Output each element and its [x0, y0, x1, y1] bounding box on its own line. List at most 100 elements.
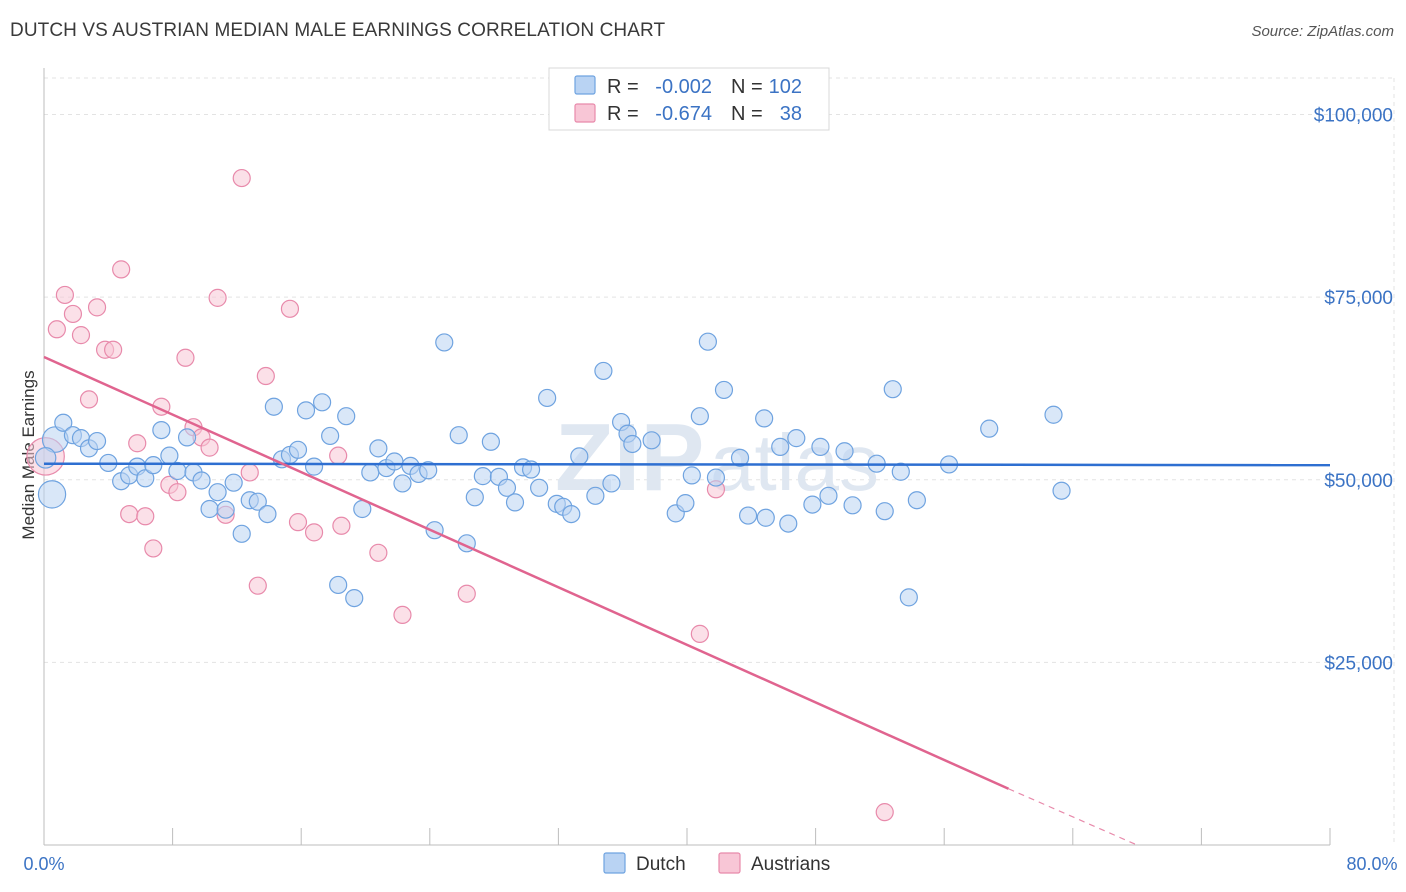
series-legend: Dutch Austrians — [603, 852, 830, 875]
dutch-point-51 — [465, 488, 484, 507]
austrians-point-5 — [79, 390, 99, 409]
legend-n-value-austrians: 38 — [780, 103, 802, 125]
austrians-point-2 — [55, 285, 74, 305]
dutch-point-40 — [369, 439, 388, 458]
austrians-point-3 — [63, 304, 83, 324]
dutch-point-75 — [690, 407, 709, 426]
dutch-point-66 — [594, 361, 613, 381]
dutch-point-34 — [321, 426, 340, 446]
dutch-point-83 — [771, 437, 790, 456]
dutch-point-59 — [530, 478, 549, 497]
austrians-point-16 — [168, 483, 187, 502]
dutch-point-32 — [304, 457, 324, 476]
dutch-point-70 — [623, 434, 642, 454]
austrians-point-28 — [288, 513, 308, 532]
dutch-point-20 — [208, 483, 227, 502]
dutch-point-16 — [177, 428, 197, 447]
trend-lines — [43, 355, 1331, 846]
austrians-point-20 — [200, 438, 219, 457]
bottom-legend-label-austrians: Austrians — [751, 854, 830, 875]
chart-title: DUTCH VS AUSTRIAN MEDIAN MALE EARNINGS C… — [10, 20, 666, 41]
legend-n-label-austrians: N = — [731, 103, 763, 125]
dutch-point-55 — [497, 478, 517, 497]
dutch-point-98 — [980, 419, 999, 438]
y-tick-labels: $25,000 $50,000 $75,000 $100,000 — [1314, 106, 1393, 675]
dutch-point-95 — [899, 588, 918, 607]
dutch-point-96 — [907, 491, 926, 510]
dutch-point-94 — [891, 462, 910, 481]
dutch-point-26 — [258, 504, 277, 524]
dutch-point-53 — [481, 432, 500, 451]
dutch-point-63 — [562, 504, 581, 524]
austrians-point-13 — [144, 539, 163, 558]
dutch-point-82 — [756, 508, 775, 527]
dutch-point-13 — [152, 420, 171, 440]
dutch-point-56 — [505, 493, 525, 512]
bottom-legend-swatch-dutch — [603, 852, 626, 874]
legend-swatch-dutch — [574, 75, 596, 95]
legend-r-value-austrians: -0.674 — [655, 103, 712, 125]
dutch-point-25 — [248, 492, 267, 511]
dutch-point-76 — [698, 332, 717, 351]
dutch-point-74 — [682, 466, 701, 485]
dutch-point-23 — [232, 524, 251, 543]
austrians-point-30 — [329, 446, 348, 465]
austrians-point-32 — [369, 543, 388, 562]
dutch-point-101 — [34, 447, 57, 469]
austrians-point-10 — [120, 504, 139, 524]
y-tick-label-2: $75,000 — [1324, 288, 1393, 309]
dutch-point-100 — [1052, 481, 1071, 500]
dutch-point-85 — [787, 429, 806, 448]
austrians-point-11 — [128, 434, 147, 453]
dutch-point-42 — [385, 452, 404, 471]
dutch-point-19 — [200, 499, 219, 519]
austrians-point-33 — [393, 605, 412, 625]
dutch-point-89 — [835, 442, 854, 461]
austrians-point-17 — [176, 348, 195, 367]
dutch-point-18 — [192, 471, 211, 490]
x-tick-min: 0.0% — [23, 854, 64, 874]
austrians-point-24 — [240, 463, 259, 482]
austrians-point-25 — [248, 576, 267, 595]
austrians-point-6 — [87, 298, 107, 317]
dutch-point-92 — [875, 502, 894, 521]
dutch-trend-line — [43, 462, 1331, 467]
legend-n-label-dutch: N = — [731, 76, 763, 98]
dutch-point-43 — [393, 474, 412, 493]
dutch-point-33 — [312, 393, 332, 412]
dutch-points — [34, 332, 1071, 608]
austrians-point-26 — [256, 366, 275, 386]
legend-n-value-dutch: 102 — [769, 76, 802, 98]
dutch-point-87 — [811, 437, 830, 456]
dutch-point-86 — [803, 495, 822, 514]
legend-r-label-austrians: R = — [607, 103, 639, 125]
dutch-point-36 — [337, 407, 356, 426]
dutch-point-90 — [843, 496, 862, 515]
dutch-point-37 — [345, 588, 364, 608]
austrians-point-31 — [332, 516, 351, 535]
austrians-point-9 — [112, 260, 131, 279]
dutch-point-73 — [676, 494, 695, 513]
dutch-point-67 — [602, 474, 621, 493]
austrians-point-4 — [71, 326, 91, 345]
bottom-legend-swatch-austrians — [718, 852, 741, 874]
dutch-point-14 — [160, 446, 179, 465]
dutch-point-60 — [538, 388, 557, 408]
austrians-point-1 — [47, 320, 66, 339]
dutch-point-84 — [779, 514, 798, 533]
dutch-point-29 — [264, 397, 283, 416]
austrians-point-29 — [304, 523, 324, 542]
austrians-point-8 — [104, 340, 123, 359]
austrians-point-37 — [875, 803, 894, 822]
dutch-point-49 — [449, 426, 468, 445]
austrians-point-23 — [232, 168, 251, 188]
dutch-point-0 — [37, 480, 67, 509]
austrians-trend-line — [43, 355, 1010, 790]
dutch-point-99 — [1044, 405, 1063, 424]
dutch-point-93 — [883, 380, 902, 399]
austrians-point-34 — [457, 584, 476, 603]
austrians-point-27 — [280, 299, 300, 318]
dutch-point-52 — [473, 467, 492, 486]
y-tick-label-1: $50,000 — [1324, 471, 1393, 492]
y-tick-label-3: $100,000 — [1314, 106, 1393, 127]
